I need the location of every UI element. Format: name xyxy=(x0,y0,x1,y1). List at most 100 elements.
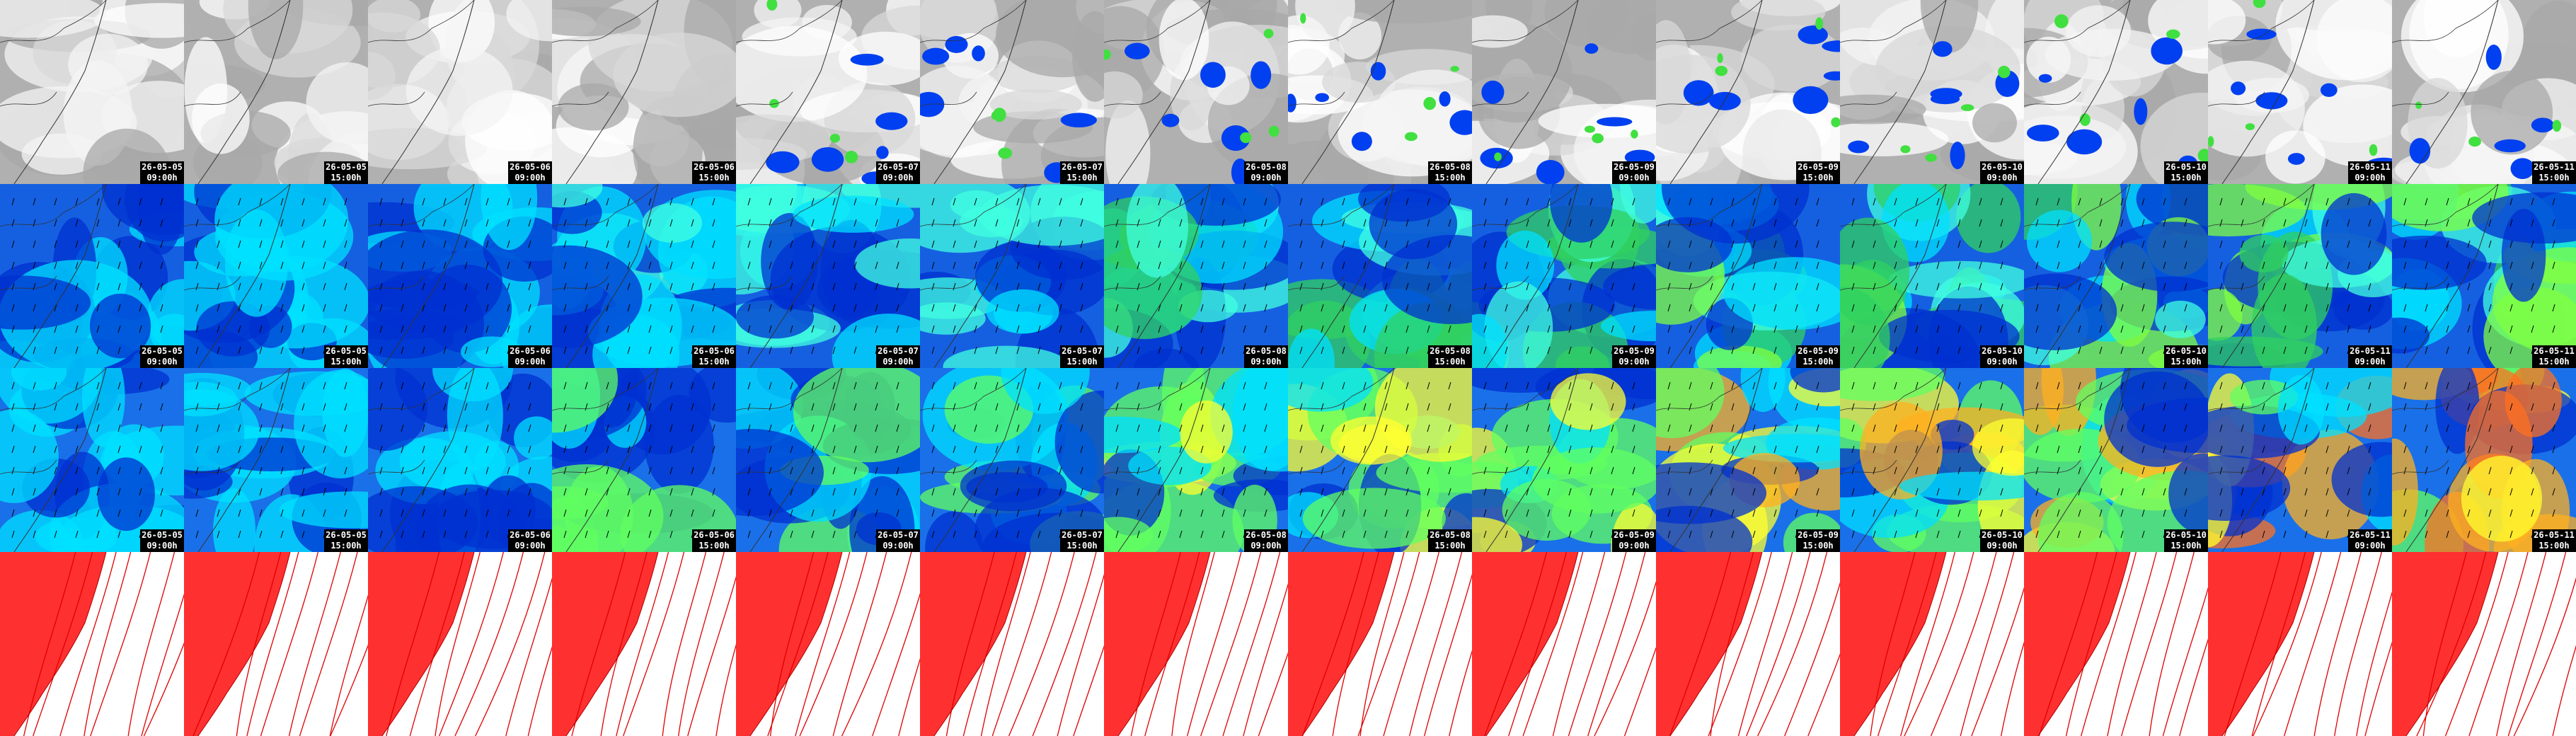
map-layer xyxy=(1656,184,1840,368)
wind-barb xyxy=(1080,304,1083,312)
isobar xyxy=(2356,591,2392,736)
wind-barb xyxy=(464,240,468,248)
panel-date: 26-05-06 xyxy=(510,162,551,172)
wind-barb xyxy=(1342,466,1345,475)
wind-barb xyxy=(1405,445,1409,454)
wind-barb xyxy=(238,424,241,432)
label-box xyxy=(1060,161,1104,184)
wind-barb xyxy=(1816,509,1819,517)
wind-barb xyxy=(75,325,79,333)
label-box xyxy=(508,345,552,368)
wind-barb xyxy=(2467,530,2471,539)
wind-barb xyxy=(238,403,241,411)
wind-barb xyxy=(344,381,347,390)
panel-time: 09:00h xyxy=(1618,173,1649,183)
wind-barb xyxy=(344,261,347,270)
wind-barb xyxy=(1894,381,1897,390)
map-layer xyxy=(1104,368,1288,552)
precip-core xyxy=(2552,120,2562,132)
wind-barb xyxy=(1957,197,1961,206)
wind-barb xyxy=(896,445,899,454)
wind-barb xyxy=(1342,509,1345,517)
wind-barb xyxy=(1179,403,1183,411)
field-blob xyxy=(925,511,983,552)
wind-barb xyxy=(1816,304,1819,312)
wind-barb xyxy=(1915,466,1919,475)
wind-barb xyxy=(1915,325,1919,333)
label-box xyxy=(876,529,920,552)
label-box xyxy=(1612,345,1656,368)
wind-barb xyxy=(585,197,588,206)
wind-barb xyxy=(2425,346,2428,355)
wind-barb xyxy=(280,530,284,539)
field-blob xyxy=(736,114,832,164)
wind-barb xyxy=(1483,219,1487,227)
wind-barb xyxy=(2120,424,2124,432)
wind-barb xyxy=(2163,381,2166,390)
wind-barb xyxy=(627,197,631,206)
wind-barb xyxy=(691,219,694,227)
wind-barb xyxy=(563,261,567,270)
precip-blob xyxy=(2409,137,2431,164)
map-panel xyxy=(552,552,736,736)
wind-barb xyxy=(2403,261,2407,270)
wind-barb xyxy=(1752,304,1756,312)
border-line xyxy=(736,0,843,107)
wind-barb xyxy=(1710,466,1713,475)
panel-date: 26-05-05 xyxy=(326,530,367,540)
wind-barb xyxy=(974,197,977,206)
wind-barb xyxy=(1667,325,1671,333)
panel-time: 09:00h xyxy=(1986,357,2017,367)
wind-barb xyxy=(1589,325,1593,333)
wind-barb xyxy=(2467,304,2471,312)
isobar xyxy=(898,657,920,736)
wind-barb xyxy=(832,530,836,539)
coastline xyxy=(1485,0,1579,184)
wind-barb xyxy=(931,325,935,333)
wind-barb xyxy=(1384,509,1388,517)
wind-barb xyxy=(563,282,567,291)
wind-barb xyxy=(1589,261,1593,270)
map-layer xyxy=(2024,0,2208,184)
wind-barb xyxy=(238,240,241,248)
wind-barb xyxy=(301,509,305,517)
wind-barb xyxy=(11,346,15,355)
wind-barb xyxy=(2531,509,2534,517)
border-line xyxy=(920,368,1027,475)
wind-barb xyxy=(1363,530,1367,539)
wind-barb xyxy=(2141,445,2145,454)
wind-barb xyxy=(2467,445,2471,454)
wind-barb xyxy=(1957,381,1961,390)
isobar xyxy=(2416,552,2487,736)
wind-barb xyxy=(2304,403,2308,411)
label-box xyxy=(2532,345,2576,368)
label-box xyxy=(1244,345,1288,368)
wind-barb xyxy=(1851,346,1855,355)
coastline xyxy=(13,0,107,184)
wind-barb xyxy=(1936,282,1940,291)
panel-date: 26-05-07 xyxy=(878,162,919,172)
wind-barb xyxy=(2163,488,2166,496)
wind-barb xyxy=(1873,466,1876,475)
wind-barb xyxy=(1016,403,1020,411)
coastline xyxy=(565,0,659,184)
coast-fill xyxy=(736,552,842,736)
wind-barb xyxy=(1483,381,1487,390)
wind-barb xyxy=(1505,445,1508,454)
wind-barb xyxy=(323,509,326,517)
wind-barb xyxy=(2099,304,2103,312)
wind-barb xyxy=(1773,403,1777,411)
wind-barb xyxy=(139,466,142,475)
border-line xyxy=(1656,0,1763,107)
wind-barb xyxy=(2446,282,2449,291)
wind-barb xyxy=(2325,325,2329,333)
panel-date: 26-05-06 xyxy=(510,346,551,356)
wind-barb xyxy=(811,261,815,270)
wind-barb xyxy=(1957,403,1961,411)
isobar xyxy=(90,552,151,736)
wind-barb xyxy=(1384,445,1388,454)
wind-barb xyxy=(1731,509,1735,517)
wind-barb xyxy=(811,530,815,539)
wind-barb xyxy=(747,325,751,333)
wind-barb xyxy=(2000,381,2003,390)
